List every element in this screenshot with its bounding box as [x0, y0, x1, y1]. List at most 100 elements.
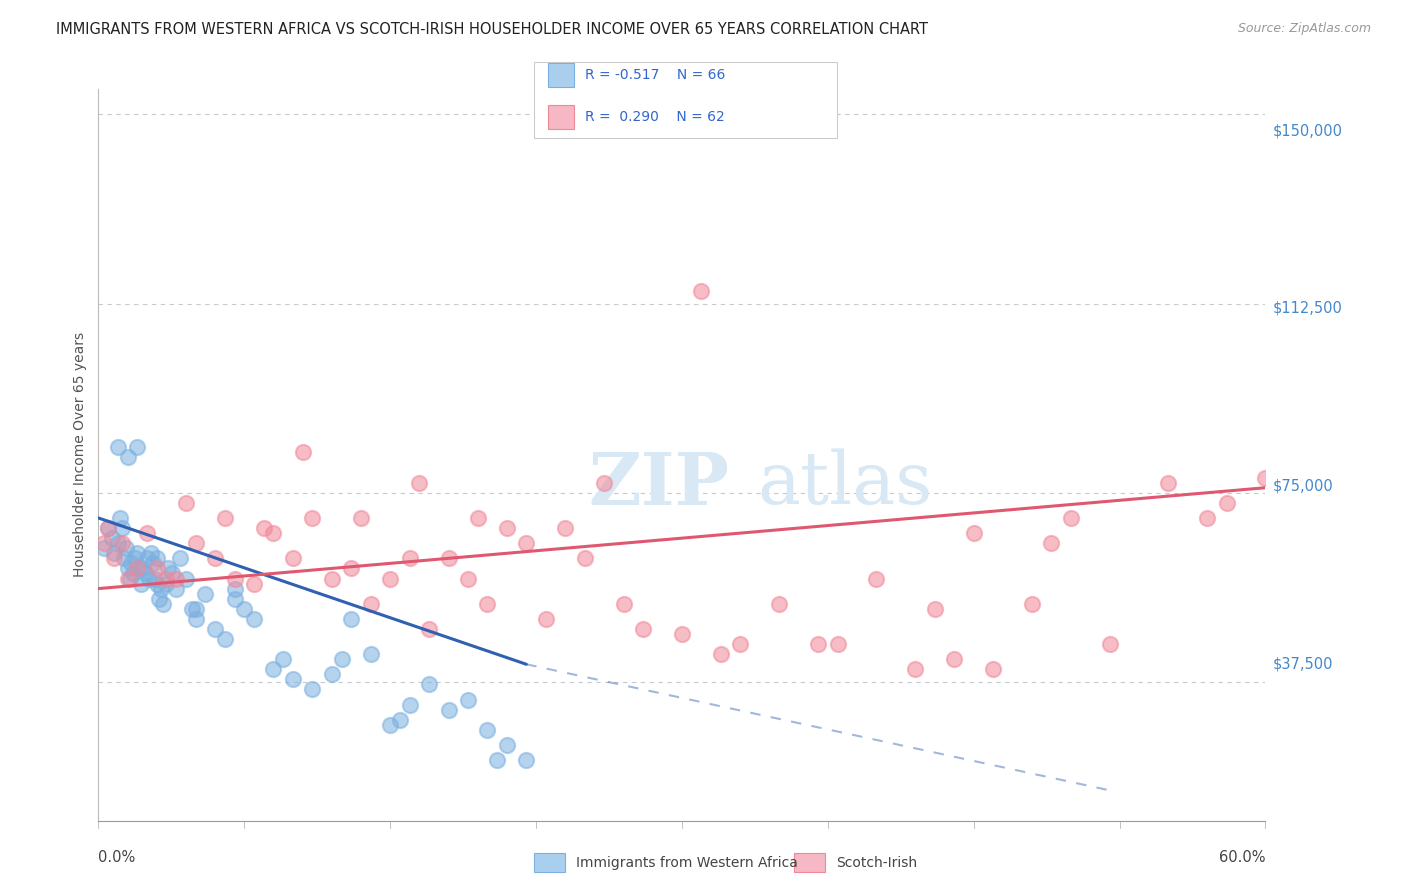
Point: [127, 546, 149, 560]
Point: [174, 572, 197, 586]
Point: [360, 597, 382, 611]
Point: [107, 536, 129, 550]
Point: [515, 753, 537, 767]
Point: [1254, 470, 1277, 484]
Point: [477, 597, 499, 611]
Point: [281, 551, 304, 566]
Point: [194, 587, 217, 601]
Point: [1060, 511, 1083, 525]
Point: [408, 475, 430, 490]
Text: ZIP: ZIP: [589, 449, 730, 520]
Point: [534, 612, 557, 626]
Point: [169, 551, 191, 566]
Text: $37,500: $37,500: [1272, 657, 1333, 671]
Point: [398, 551, 420, 566]
Point: [271, 652, 294, 666]
Point: [350, 511, 373, 525]
Point: [233, 601, 256, 615]
Point: [121, 557, 143, 571]
Point: [301, 682, 323, 697]
Point: [467, 511, 489, 525]
Point: [291, 445, 314, 459]
Point: [1021, 597, 1043, 611]
Point: [574, 551, 596, 566]
Point: [117, 572, 139, 586]
Text: $75,000: $75,000: [1272, 478, 1333, 493]
Point: [184, 536, 207, 550]
Point: [224, 572, 246, 586]
Point: [612, 597, 634, 611]
Point: [827, 637, 849, 651]
Point: [515, 536, 537, 550]
Point: [496, 738, 519, 752]
Text: IMMIGRANTS FROM WESTERN AFRICA VS SCOTCH-IRISH HOUSEHOLDER INCOME OVER 65 YEARS : IMMIGRANTS FROM WESTERN AFRICA VS SCOTCH…: [56, 22, 928, 37]
Point: [321, 667, 343, 681]
Point: [1098, 637, 1121, 651]
Point: [149, 582, 172, 596]
Point: [146, 551, 169, 566]
Point: [904, 662, 927, 676]
Point: [118, 572, 141, 586]
Point: [136, 551, 159, 566]
Point: [1157, 475, 1180, 490]
Point: [981, 662, 1004, 676]
Point: [165, 582, 187, 596]
Point: [388, 713, 411, 727]
Point: [418, 677, 440, 691]
Point: [360, 647, 382, 661]
Point: [486, 753, 509, 767]
Point: [340, 561, 363, 575]
Point: [155, 576, 177, 591]
Point: [157, 561, 180, 575]
Point: [865, 572, 887, 586]
Point: [253, 521, 276, 535]
Point: [165, 572, 187, 586]
Point: [1040, 536, 1063, 550]
Y-axis label: Householder Income Over 65 years: Householder Income Over 65 years: [73, 333, 87, 577]
Point: [155, 572, 177, 586]
Point: [93, 536, 115, 550]
Point: [117, 561, 139, 575]
Point: [114, 541, 136, 556]
Point: [330, 652, 353, 666]
Point: [262, 526, 284, 541]
Point: [224, 582, 246, 596]
Point: [380, 572, 402, 586]
Point: [321, 572, 343, 586]
Text: $150,000: $150,000: [1272, 123, 1343, 138]
Point: [204, 551, 226, 566]
Text: 60.0%: 60.0%: [1219, 850, 1265, 865]
Point: [437, 551, 460, 566]
Text: atlas: atlas: [758, 449, 934, 519]
Point: [93, 541, 115, 556]
Point: [129, 576, 152, 591]
Point: [180, 601, 202, 615]
Point: [214, 632, 236, 646]
Point: [112, 551, 135, 566]
Point: [1195, 511, 1218, 525]
Point: [101, 531, 124, 545]
Point: [162, 566, 184, 581]
Point: [134, 566, 156, 581]
Point: [204, 622, 226, 636]
Text: Immigrants from Western Africa: Immigrants from Western Africa: [576, 855, 799, 870]
Point: [184, 601, 207, 615]
Point: [127, 561, 149, 575]
Point: [437, 703, 460, 717]
Point: [124, 551, 146, 566]
Point: [139, 546, 162, 560]
Point: [97, 521, 120, 535]
Point: [122, 566, 145, 581]
Text: Scotch-Irish: Scotch-Irish: [837, 855, 918, 870]
Point: [143, 572, 166, 586]
Point: [146, 576, 169, 591]
Point: [380, 718, 402, 732]
Point: [103, 551, 125, 566]
Point: [398, 698, 420, 712]
Point: [174, 496, 197, 510]
Point: [136, 526, 159, 541]
Point: [924, 601, 946, 615]
Point: [496, 521, 519, 535]
Point: [340, 612, 363, 626]
Point: [148, 591, 170, 606]
